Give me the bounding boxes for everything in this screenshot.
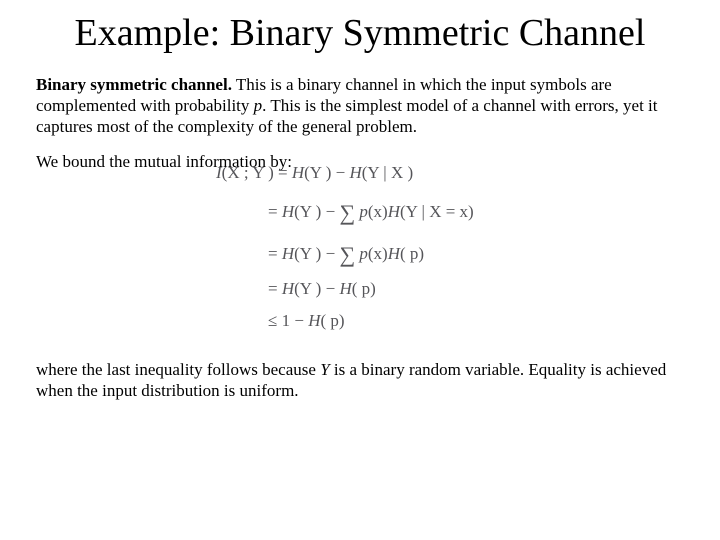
eq3-p: p [359,244,368,263]
eq4-H: H [339,279,351,298]
eq2-H-arg: (Y | X = x) [400,202,474,221]
eq5-one: 1 [282,311,291,330]
eq2-HY: H [282,202,294,221]
slide-title: Example: Binary Symmetric Channel [36,12,684,56]
eq2-p: p [359,202,368,221]
eq3-minus: − [321,244,339,263]
paragraph-conclusion: where the last inequality follows becaus… [36,359,684,402]
eq-sign-2: = [268,202,282,221]
term-label: Binary symmetric channel. [36,75,232,94]
eq-sign: = [274,163,292,182]
eq2-p-arg: (x) [368,202,388,221]
eq4-H-arg: ( p) [352,279,376,298]
eq2-H: H [388,202,400,221]
eq-minus: − [331,163,349,182]
eq5-minus: − [290,311,308,330]
eq4-HY-arg: (Y ) [294,279,321,298]
eq3-H: H [388,244,400,263]
eq-sign-4: = [268,279,282,298]
eq4-HY: H [282,279,294,298]
eq3-H-arg: ( p) [400,244,424,263]
equation-line-3: = H(Y ) − ∑ p(x)H( p) [216,231,684,273]
eq-le: ≤ [268,311,282,330]
eq-sign-3: = [268,244,282,263]
eq5-H-arg: ( p) [320,311,344,330]
equation-block: I(X ; Y ) = H(Y ) − H(Y | X ) = H(Y ) − … [216,157,684,337]
eq2-HY-arg: (Y ) [294,202,321,221]
equation-line-2: = H(Y ) − ∑ p(x)H(Y | X = x) [216,189,684,231]
eq-HY: H [292,163,304,182]
concl-text-1: where the last inequality follows becaus… [36,360,320,379]
eq5-H: H [308,311,320,330]
equation-line-4: = H(Y ) − H( p) [216,273,684,305]
eq-HY-arg: (Y ) [304,163,331,182]
equation-line-1: I(X ; Y ) = H(Y ) − H(Y | X ) [216,157,684,189]
eq3-p-arg: (x) [368,244,388,263]
sigma-icon-2: ∑ [339,242,355,267]
slide: Example: Binary Symmetric Channel Binary… [0,0,720,402]
eq2-minus: − [321,202,339,221]
eq-HYX-arg: (Y | X ) [362,163,413,182]
eq-HYX: H [349,163,361,182]
var-Y: Y [320,360,329,379]
var-p: p [254,96,263,115]
sigma-icon: ∑ [339,200,355,225]
equation-line-5: ≤ 1 − H( p) [216,305,684,337]
eq3-HY: H [282,244,294,263]
eq4-minus: − [321,279,339,298]
paragraph-intro: Binary symmetric channel. This is a bina… [36,74,684,138]
eq-args: (X ; Y ) [222,163,274,182]
eq3-HY-arg: (Y ) [294,244,321,263]
